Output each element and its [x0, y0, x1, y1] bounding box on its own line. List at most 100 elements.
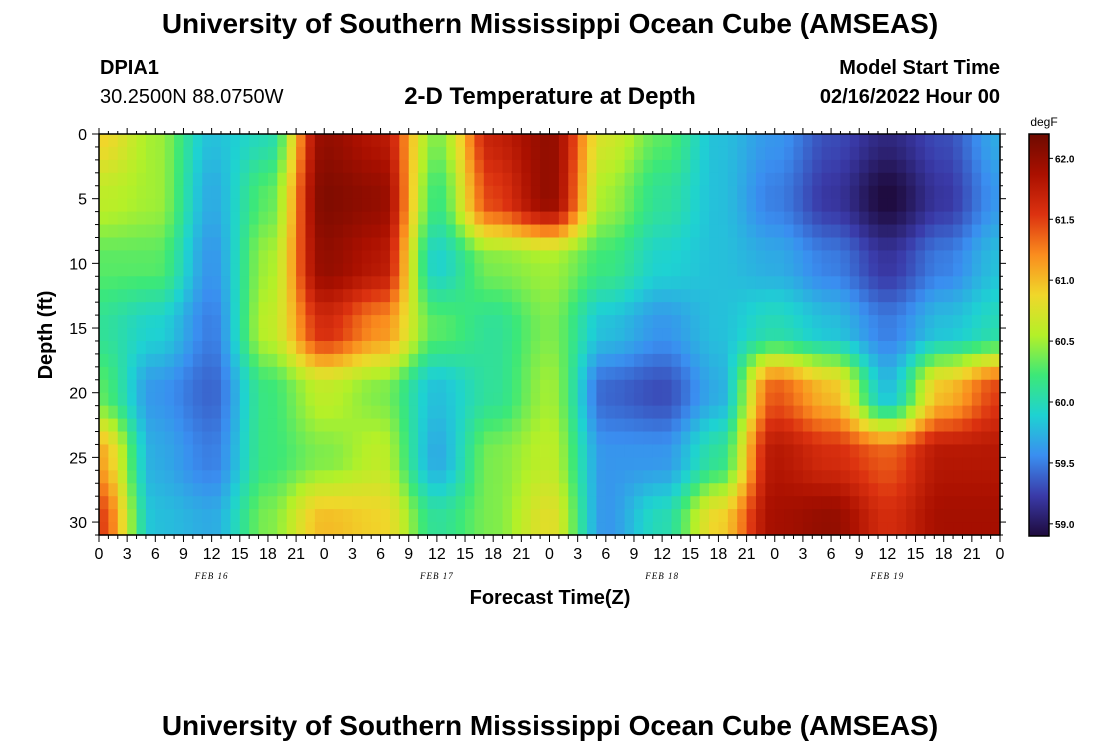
heatmap-cell: [352, 224, 363, 239]
heatmap-cell: [202, 392, 213, 407]
heatmap-cell: [793, 134, 804, 148]
heatmap-cell: [258, 340, 269, 355]
heatmap-cell: [737, 224, 748, 239]
heatmap-cell: [849, 470, 860, 484]
heatmap-cell: [408, 146, 419, 161]
heatmap-cell: [427, 237, 438, 252]
heatmap-cell: [465, 159, 476, 174]
heatmap-cell: [924, 392, 935, 407]
heatmap-cell: [718, 211, 729, 226]
heatmap-cell: [709, 263, 720, 277]
heatmap-cell: [558, 302, 569, 316]
heatmap-cell: [709, 392, 720, 407]
heatmap-cell: [108, 263, 119, 277]
heatmap-cell: [896, 470, 907, 484]
heatmap-cell: [849, 250, 860, 264]
heatmap-cell: [258, 405, 269, 420]
heatmap-cell: [314, 224, 325, 239]
heatmap-cell: [145, 211, 156, 226]
heatmap-cell: [896, 315, 907, 329]
heatmap-cell: [577, 379, 588, 394]
heatmap-cell: [286, 470, 297, 484]
heatmap-cell: [765, 509, 776, 523]
heatmap-cell: [408, 198, 419, 213]
heatmap-cell: [145, 146, 156, 161]
heatmap-cell: [802, 509, 813, 523]
heatmap-cell: [211, 418, 222, 433]
heatmap-cell: [624, 250, 635, 264]
heatmap-cell: [530, 392, 541, 407]
heatmap-cell: [455, 250, 466, 264]
heatmap-cell: [981, 315, 992, 329]
heatmap-cell: [418, 172, 429, 187]
heatmap-cell: [549, 276, 560, 290]
heatmap-cell: [192, 250, 203, 264]
heatmap-cell: [718, 353, 729, 368]
heatmap-cell: [380, 263, 391, 277]
x-tick-label: 0: [320, 546, 329, 563]
heatmap-cell: [145, 172, 156, 187]
heatmap-cell: [568, 431, 579, 446]
heatmap-cell: [296, 418, 307, 433]
heatmap-cell: [174, 224, 185, 239]
heatmap-cell: [633, 211, 644, 226]
heatmap-cell: [117, 353, 128, 368]
heatmap-cell: [530, 353, 541, 368]
heatmap-cell: [493, 379, 504, 394]
heatmap-cell: [577, 340, 588, 355]
heatmap-cell: [136, 470, 147, 484]
heatmap-cell: [446, 366, 457, 381]
heatmap-cell: [380, 379, 391, 394]
heatmap-cell: [380, 483, 391, 497]
heatmap-cell: [737, 237, 748, 252]
heatmap-cell: [906, 379, 917, 394]
heatmap-cell: [483, 159, 494, 174]
heatmap-cell: [643, 496, 654, 510]
heatmap-cell: [164, 340, 175, 355]
heatmap-cell: [399, 211, 410, 226]
heatmap-cell: [915, 315, 926, 329]
heatmap-cell: [343, 172, 354, 187]
heatmap-cell: [596, 302, 607, 316]
heatmap-cell: [343, 353, 354, 368]
heatmap-cell: [502, 315, 513, 329]
heatmap-cell: [230, 185, 241, 200]
heatmap-cell: [793, 185, 804, 200]
heatmap-cell: [662, 250, 673, 264]
y-tick-label: 10: [69, 256, 87, 273]
heatmap-cell: [868, 418, 879, 433]
heatmap-cell: [108, 185, 119, 200]
heatmap-cell: [343, 185, 354, 200]
heatmap-cell: [821, 444, 832, 458]
heatmap-cell: [633, 328, 644, 342]
heatmap-cell: [690, 444, 701, 458]
heatmap-cell: [727, 276, 738, 290]
heatmap-cell: [202, 509, 213, 523]
heatmap-cell: [446, 276, 457, 290]
heatmap-cell: [924, 315, 935, 329]
heatmap-cell: [680, 146, 691, 161]
heatmap-cell: [286, 224, 297, 239]
heatmap-cell: [540, 276, 551, 290]
heatmap-cell: [493, 289, 504, 303]
heatmap-cell: [258, 470, 269, 484]
heatmap-cell: [399, 302, 410, 316]
heatmap-cell: [558, 483, 569, 497]
heatmap-cell: [859, 405, 870, 420]
heatmap-cell: [108, 224, 119, 239]
heatmap-cell: [164, 379, 175, 394]
heatmap-cell: [962, 522, 973, 536]
heatmap-cell: [906, 315, 917, 329]
heatmap-cell: [877, 522, 888, 536]
heatmap-cell: [267, 211, 278, 226]
heatmap-cell: [831, 444, 842, 458]
heatmap-cell: [821, 366, 832, 381]
heatmap-cell: [549, 134, 560, 148]
heatmap-cell: [465, 392, 476, 407]
heatmap-cell: [831, 392, 842, 407]
heatmap-cell: [211, 522, 222, 536]
heatmap-cell: [333, 340, 344, 355]
heatmap-cell: [887, 379, 898, 394]
heatmap-cell: [727, 496, 738, 510]
heatmap-cell: [868, 509, 879, 523]
